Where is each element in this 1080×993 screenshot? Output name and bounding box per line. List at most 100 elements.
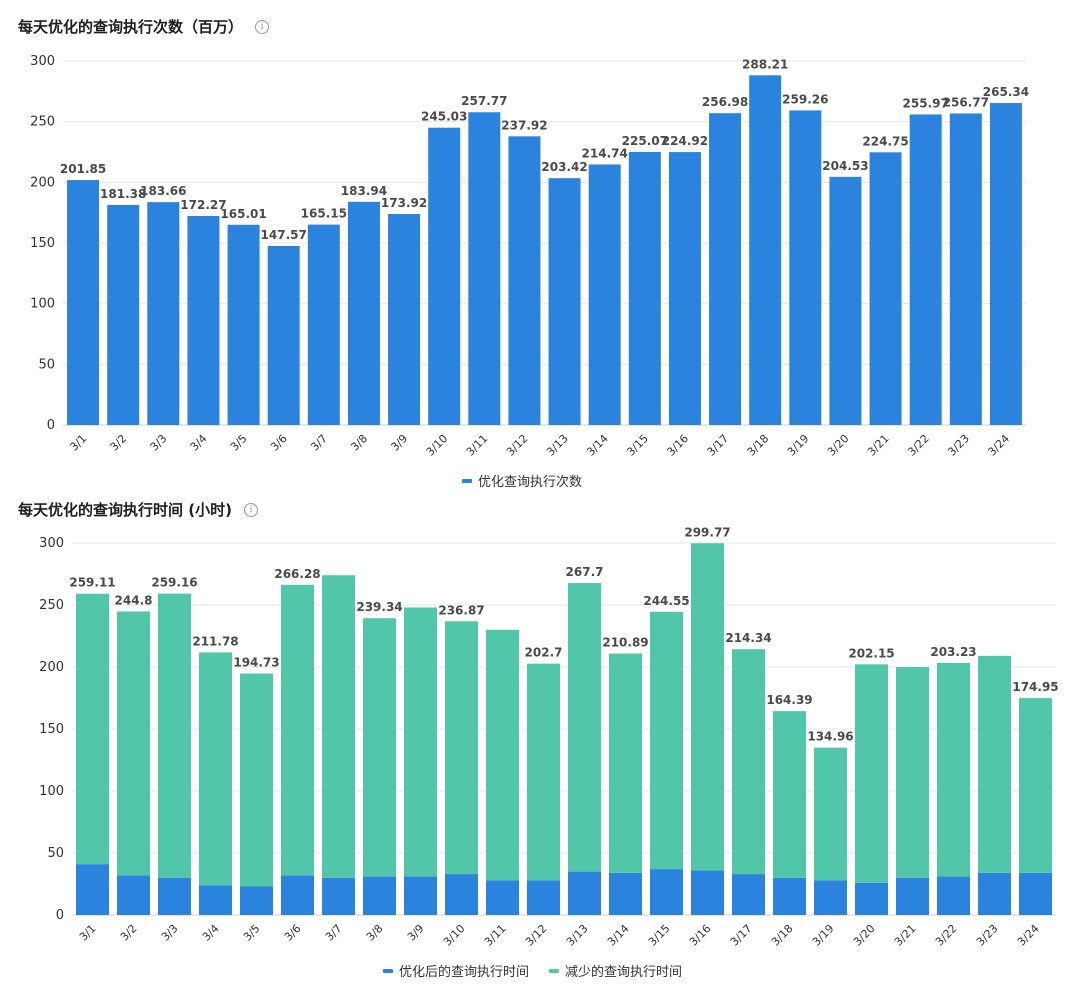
bar — [158, 593, 191, 878]
y-tick-label: 250 — [30, 115, 55, 130]
bar — [117, 611, 150, 876]
x-tick-label: 3/18 — [769, 922, 796, 949]
x-tick-label: 3/15 — [624, 432, 651, 459]
data-label: 259.26 — [782, 92, 828, 106]
legend-label: 减少的查询执行时间 — [565, 965, 683, 980]
bar — [1019, 698, 1052, 873]
data-label: 194.73 — [233, 656, 279, 670]
data-label: 183.66 — [140, 184, 186, 198]
bar — [363, 618, 396, 877]
legend-swatch-green — [549, 968, 560, 973]
x-tick-label: 3/8 — [348, 432, 370, 454]
y-tick-label: 100 — [30, 297, 55, 312]
stacked-bar-chart-exec-time: 0 50 100 150 200 250 300 259.11 3/1 244.8 3/2 259.1… — [39, 525, 1058, 949]
bar — [773, 877, 806, 915]
chart-title-text: 每天优化的查询执行次数（百万） — [18, 18, 244, 36]
data-label: 214.74 — [582, 146, 628, 160]
bar — [937, 662, 970, 877]
data-label: 259.16 — [151, 576, 197, 590]
data-label: 203.23 — [930, 645, 976, 659]
legend-swatch-blue — [462, 478, 472, 483]
data-label: 288.21 — [742, 57, 788, 71]
data-label: 244.55 — [643, 594, 689, 608]
bar — [468, 112, 501, 425]
x-tick-label: 3/9 — [388, 432, 410, 454]
bar — [187, 215, 220, 425]
x-tick-label: 3/3 — [148, 432, 170, 454]
bar — [568, 583, 601, 872]
data-label: 245.03 — [421, 110, 467, 124]
x-tick-label: 3/17 — [705, 432, 732, 459]
data-label: 244.8 — [115, 593, 153, 607]
y-tick-label: 150 — [30, 236, 55, 251]
bar — [709, 113, 742, 425]
bar — [588, 164, 621, 426]
info-icon[interactable]: i — [243, 502, 258, 517]
x-tick-label: 3/8 — [364, 922, 386, 944]
bar — [388, 213, 421, 425]
bar — [691, 870, 724, 915]
bar — [147, 202, 180, 425]
bar — [527, 663, 560, 881]
data-label: 201.85 — [60, 162, 106, 176]
data-label: 181.38 — [100, 187, 146, 201]
legend-item-reduced-time[interactable]: 减少的查询执行时间 — [549, 961, 682, 980]
legend-label: 优化后的查询执行时间 — [399, 965, 530, 980]
x-tick-label: 3/21 — [892, 922, 919, 949]
bar — [909, 114, 942, 425]
info-icon[interactable]: i — [255, 19, 270, 34]
data-label: 147.57 — [261, 228, 307, 242]
bar — [937, 876, 970, 915]
bar — [281, 584, 314, 876]
bar — [347, 201, 380, 425]
y-tick-label: 150 — [39, 722, 64, 737]
data-label: 202.15 — [848, 646, 894, 660]
x-tick-label: 3/6 — [268, 432, 290, 454]
x-tick-label: 3/1 — [77, 922, 99, 944]
bar — [199, 885, 232, 915]
data-label: 210.89 — [602, 635, 648, 649]
x-tick-label: 3/4 — [188, 432, 210, 454]
y-tick-label: 50 — [47, 846, 64, 861]
bar — [363, 876, 396, 915]
bar — [322, 575, 355, 878]
x-tick-label: 3/7 — [323, 922, 345, 944]
y-tick-label: 0 — [56, 908, 64, 923]
x-tick-label: 3/11 — [464, 432, 491, 459]
x-tick-label: 3/23 — [974, 922, 1001, 949]
bar — [267, 245, 300, 425]
bar — [814, 747, 847, 881]
x-tick-label: 3/19 — [810, 922, 837, 949]
bar — [628, 151, 661, 425]
x-tick-label: 3/14 — [605, 922, 632, 949]
x-tick-label: 3/13 — [564, 922, 591, 949]
data-label: 266.28 — [274, 567, 320, 581]
legend-item-optimized-time[interactable]: 优化后的查询执行时间 — [383, 961, 529, 980]
x-tick-label: 3/1 — [67, 432, 89, 454]
data-label: 165.01 — [220, 207, 266, 221]
data-label: 256.98 — [702, 95, 748, 109]
x-tick-label: 3/16 — [664, 432, 691, 459]
bar — [668, 152, 701, 426]
x-tick-label: 3/16 — [687, 922, 714, 949]
y-tick-label: 50 — [38, 357, 55, 372]
data-label: 257.77 — [461, 94, 507, 108]
chart-legend: 优化后的查询执行时间 减少的查询执行时间 — [383, 961, 682, 980]
legend-item-executions[interactable]: 优化查询执行次数 — [462, 471, 582, 490]
bar — [67, 180, 100, 425]
data-label: 224.75 — [862, 134, 908, 148]
bar — [445, 874, 478, 915]
x-tick-label: 3/15 — [646, 922, 673, 949]
bar — [117, 875, 150, 915]
bar — [609, 872, 642, 915]
chart-title: 每天优化的查询执行次数（百万） i — [18, 16, 270, 37]
bar — [691, 543, 724, 871]
bar — [307, 224, 340, 425]
data-label: 256.77 — [943, 95, 989, 109]
legend-label: 优化查询执行次数 — [478, 475, 583, 490]
x-tick-label: 3/13 — [544, 432, 571, 459]
data-label: 211.78 — [192, 634, 238, 648]
x-tick-label: 3/22 — [933, 922, 960, 949]
bar — [650, 611, 683, 870]
bar — [896, 667, 929, 878]
